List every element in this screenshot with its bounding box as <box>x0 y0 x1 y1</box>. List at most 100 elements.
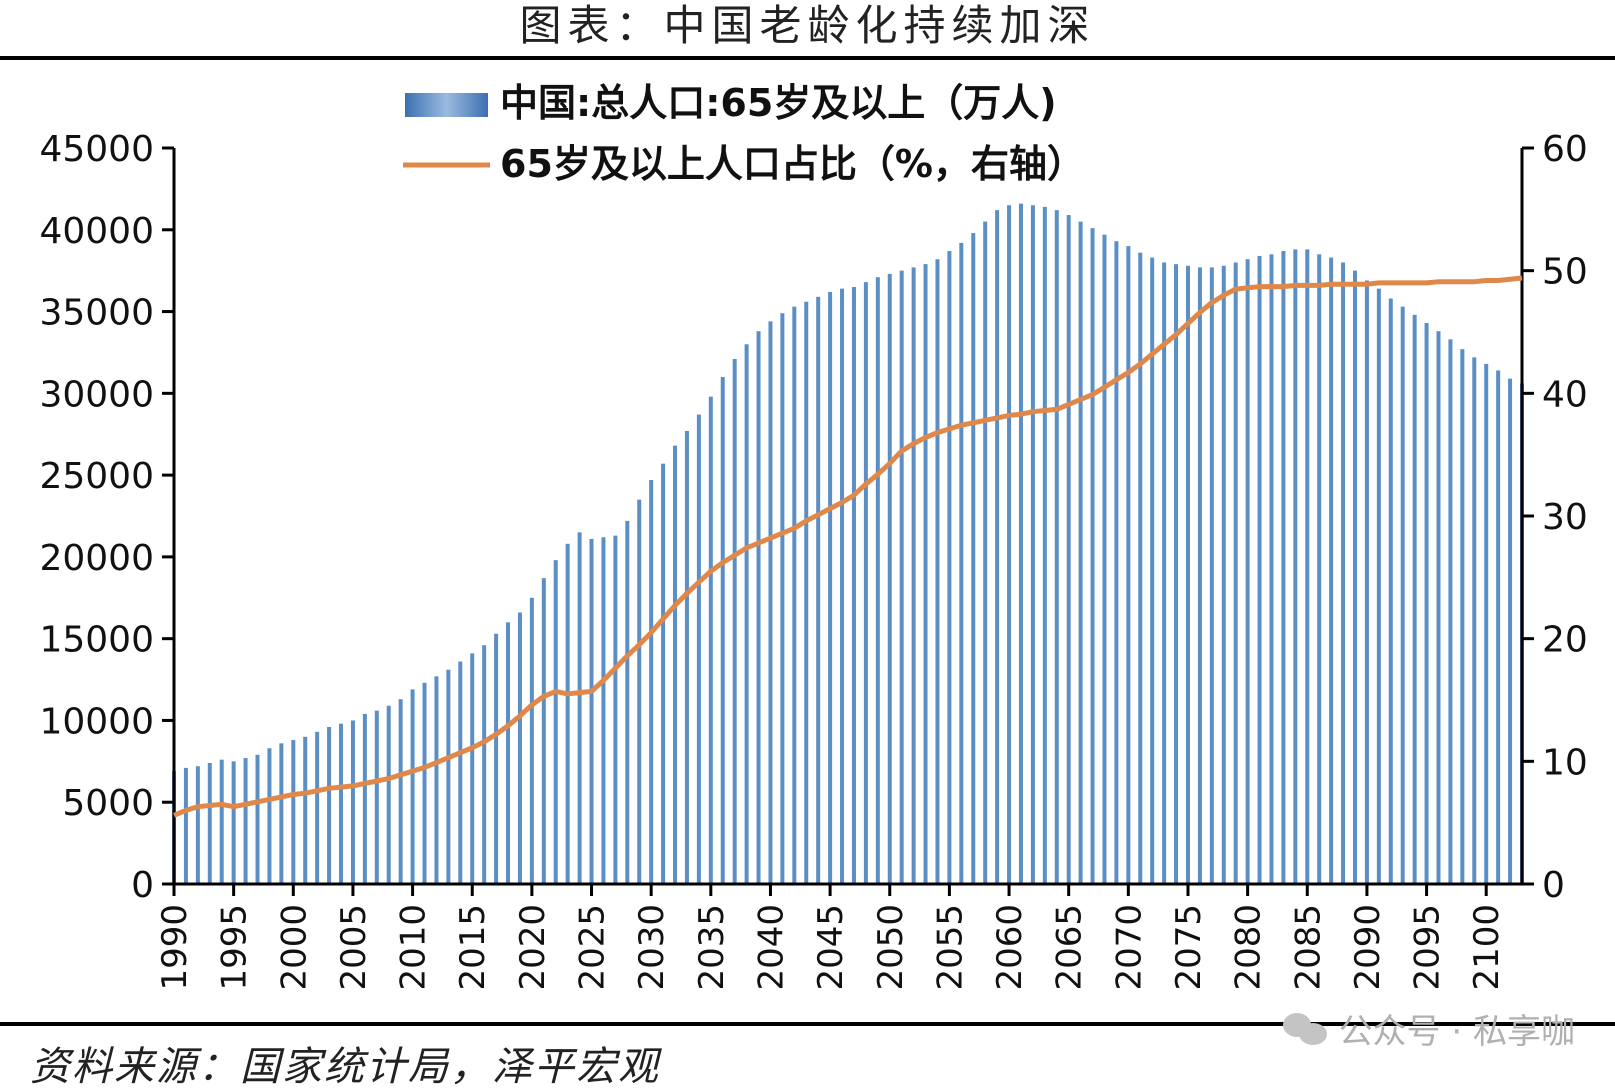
bar <box>291 740 296 884</box>
bar <box>792 306 797 884</box>
bar <box>1388 298 1393 885</box>
bar <box>1281 251 1286 885</box>
bar <box>1245 259 1250 884</box>
x-tick-label: 2025 <box>573 904 613 991</box>
left-tick-label: 10000 <box>39 701 154 742</box>
bar <box>601 537 606 884</box>
x-tick-label: 2095 <box>1408 904 1448 991</box>
bar <box>398 699 403 884</box>
bar <box>816 296 821 884</box>
bar <box>1221 265 1226 884</box>
legend-line-label: 65岁及以上人口占比（%，右轴） <box>500 142 1085 186</box>
bar <box>470 653 475 884</box>
x-tick-label: 2100 <box>1467 904 1507 991</box>
x-tick-label: 2035 <box>692 904 732 991</box>
bar <box>863 282 868 884</box>
legend-bar-label: 中国:总人口:65岁及以上（万人) <box>500 81 1057 125</box>
x-tick-label: 1995 <box>215 904 255 991</box>
axes: 0500010000150002000025000300003500040000… <box>39 129 1587 991</box>
line-series <box>173 275 1523 818</box>
bar <box>971 233 976 884</box>
bar <box>1150 257 1155 884</box>
bar <box>267 748 272 884</box>
left-tick-label: 0 <box>131 865 154 906</box>
bar <box>1042 206 1047 884</box>
bar <box>529 597 534 884</box>
bar <box>553 560 558 884</box>
x-tick-label: 2055 <box>930 904 970 991</box>
bar <box>410 689 415 884</box>
bar <box>1138 252 1143 885</box>
bar <box>673 445 678 884</box>
bar <box>362 713 367 884</box>
bar <box>625 520 630 884</box>
x-tick-label: 2030 <box>632 904 672 991</box>
left-tick-label: 45000 <box>39 129 154 170</box>
x-tick-label: 2040 <box>751 904 791 991</box>
bar <box>851 287 856 884</box>
x-tick-label: 2010 <box>394 904 434 991</box>
chart: 中国:总人口:65岁及以上（万人) 65岁及以上人口占比（%，右轴） 0 5000… <box>39 81 1587 991</box>
bar <box>303 736 308 884</box>
left-tick-label: 25000 <box>39 456 154 497</box>
left-tick-label: 40000 <box>39 211 154 252</box>
bar <box>1174 264 1179 884</box>
bar <box>1436 331 1441 884</box>
watermark: 公众号 · 私享咖 <box>1282 1004 1575 1053</box>
bar <box>959 242 964 884</box>
watermark-text: 公众号 · 私享咖 <box>1338 1012 1575 1052</box>
bar <box>1341 262 1346 884</box>
bar <box>720 376 725 884</box>
bar <box>315 731 320 884</box>
bar <box>1460 349 1465 884</box>
bar <box>279 743 284 884</box>
bar <box>911 267 916 884</box>
bar <box>875 277 880 885</box>
bar <box>1305 249 1310 885</box>
bar <box>684 430 689 884</box>
source-note: 资料来源：国家统计局，泽平宏观 <box>30 1044 660 1090</box>
legend-bar-swatch <box>405 93 488 117</box>
wechat-icon <box>1282 1011 1329 1047</box>
bar <box>506 622 511 884</box>
bar <box>1209 267 1214 884</box>
bar <box>1329 257 1334 884</box>
bar <box>1197 267 1202 884</box>
ratio-line <box>173 275 1523 818</box>
bar <box>947 251 952 885</box>
bar <box>1352 270 1357 885</box>
bar <box>1090 228 1095 885</box>
bar <box>637 499 642 884</box>
bar <box>1066 215 1071 884</box>
bar <box>935 259 940 884</box>
bar <box>327 726 332 884</box>
left-tick-label: 20000 <box>39 538 154 579</box>
bar <box>661 463 666 884</box>
bar <box>446 669 451 884</box>
bar <box>1162 262 1167 884</box>
bar <box>995 210 1000 884</box>
right-tick-label: 10 <box>1542 742 1588 783</box>
bar <box>541 578 546 884</box>
bar <box>350 720 355 884</box>
bar <box>255 754 260 884</box>
bar <box>1484 363 1489 885</box>
bar <box>219 759 224 884</box>
left-tick-label: 30000 <box>39 374 154 415</box>
right-tick-label: 40 <box>1542 374 1588 415</box>
x-tick-label: 2080 <box>1229 904 1269 991</box>
x-tick-label: 2060 <box>990 904 1030 991</box>
bar <box>1376 288 1381 884</box>
bar <box>1269 254 1274 885</box>
right-tick-label: 20 <box>1542 620 1588 661</box>
x-tick-label: 2065 <box>1050 904 1090 991</box>
x-tick-label: 2045 <box>811 904 851 991</box>
bar <box>1412 314 1417 884</box>
bar <box>434 676 439 884</box>
x-tick-label: 2015 <box>453 904 493 991</box>
right-tick-label: 0 <box>1542 865 1565 906</box>
bar <box>482 645 487 884</box>
bar <box>887 273 892 885</box>
bar <box>613 535 618 884</box>
bar <box>422 682 427 884</box>
